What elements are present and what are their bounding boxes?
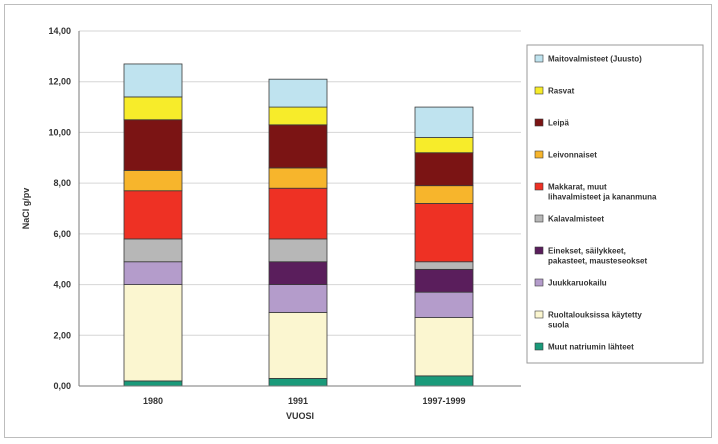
legend-swatch bbox=[534, 118, 544, 127]
bar-segment bbox=[414, 203, 474, 263]
y-tick-label: 10,00 bbox=[48, 127, 71, 137]
bar-segment bbox=[414, 137, 474, 154]
bar-segment bbox=[268, 124, 328, 169]
legend-label: Maitovalmisteet (Juusto) bbox=[548, 55, 642, 64]
legend-label: Juukkaruokailu bbox=[548, 279, 607, 288]
bar-segment bbox=[414, 291, 474, 318]
bar-segment bbox=[123, 170, 183, 192]
bar-segment bbox=[268, 106, 328, 126]
bar-segment bbox=[414, 152, 474, 187]
x-axis-title: VUOSI bbox=[286, 411, 314, 421]
y-tick-label: 2,00 bbox=[53, 330, 71, 340]
legend-label: Ruoltalouksissa käytetty suola bbox=[548, 311, 642, 330]
x-tick-label: 1997-1999 bbox=[422, 396, 465, 406]
legend-swatch bbox=[534, 342, 544, 351]
legend-label: Kalavalmisteet bbox=[548, 215, 604, 224]
bar-segment bbox=[268, 284, 328, 313]
bar-segment bbox=[414, 106, 474, 138]
legend-label: Leivonnaiset bbox=[548, 151, 597, 160]
x-tick-label: 1991 bbox=[288, 396, 308, 406]
legend-swatch bbox=[534, 246, 544, 255]
axes bbox=[78, 31, 521, 387]
legend-swatch bbox=[534, 278, 544, 287]
legend-label: Muut natriumin lähteet bbox=[548, 343, 634, 352]
bar-segment bbox=[268, 78, 328, 108]
legend-box bbox=[526, 44, 704, 364]
bar-segment bbox=[123, 190, 183, 240]
bar-segment bbox=[123, 63, 183, 98]
x-tick-label: 1980 bbox=[143, 396, 163, 406]
bar-segment bbox=[414, 375, 474, 387]
chart-frame: 0,00 2,00 4,00 6,00 8,00 10,00 12,00 14,00 1980… bbox=[4, 4, 712, 438]
bar-segment bbox=[123, 284, 183, 382]
legend-swatch bbox=[534, 86, 544, 95]
bar-segment bbox=[414, 185, 474, 204]
y-tick-label: 14,00 bbox=[48, 26, 71, 36]
bar-segment bbox=[123, 380, 183, 387]
y-tick-label: 4,00 bbox=[53, 280, 71, 290]
y-tick-label: 0,00 bbox=[53, 381, 71, 391]
legend-label: Einekset, säilykkeet, pakasteet, maustese… bbox=[548, 247, 648, 266]
y-tick-labels: 0,00 2,00 4,00 6,00 8,00 10,00 12,00 14,00 bbox=[48, 26, 71, 391]
x-tick-labels: 1980 1991 1997-1999 bbox=[143, 396, 466, 406]
legend-label: Leipä bbox=[548, 119, 569, 128]
bar-segment bbox=[268, 312, 328, 379]
legend-swatch bbox=[534, 310, 544, 319]
y-axis-title: NaCl g/pv bbox=[21, 188, 31, 230]
bar-segment bbox=[123, 119, 183, 171]
legend: Maitovalmisteet (Juusto) Rasvat Leipä Leivo… bbox=[534, 54, 657, 352]
bar-segment bbox=[268, 187, 328, 240]
legend-swatch bbox=[534, 182, 544, 191]
y-tick-label: 6,00 bbox=[53, 229, 71, 239]
legend-swatch bbox=[534, 54, 544, 63]
bar-segment bbox=[414, 268, 474, 293]
y-tick-label: 8,00 bbox=[53, 178, 71, 188]
legend-swatch bbox=[534, 150, 544, 159]
bar-segment bbox=[123, 96, 183, 121]
legend-label: Makkarat, muut lihavalmisteet ja kananmun… bbox=[548, 183, 657, 202]
bar-segment bbox=[268, 377, 328, 387]
y-tick-label: 12,00 bbox=[48, 77, 71, 87]
bar-segment bbox=[268, 261, 328, 285]
bar-segment bbox=[414, 317, 474, 377]
bars bbox=[123, 63, 474, 387]
bar-segment bbox=[268, 167, 328, 189]
legend-label: Rasvat bbox=[548, 87, 575, 96]
bar-segment bbox=[414, 261, 474, 270]
bar-segment bbox=[268, 238, 328, 263]
stacked-bar-chart: 0,00 2,00 4,00 6,00 8,00 10,00 12,00 14,00 1980… bbox=[21, 26, 704, 421]
legend-swatch bbox=[534, 214, 544, 223]
bar-segment bbox=[123, 261, 183, 285]
bar-segment bbox=[123, 238, 183, 263]
